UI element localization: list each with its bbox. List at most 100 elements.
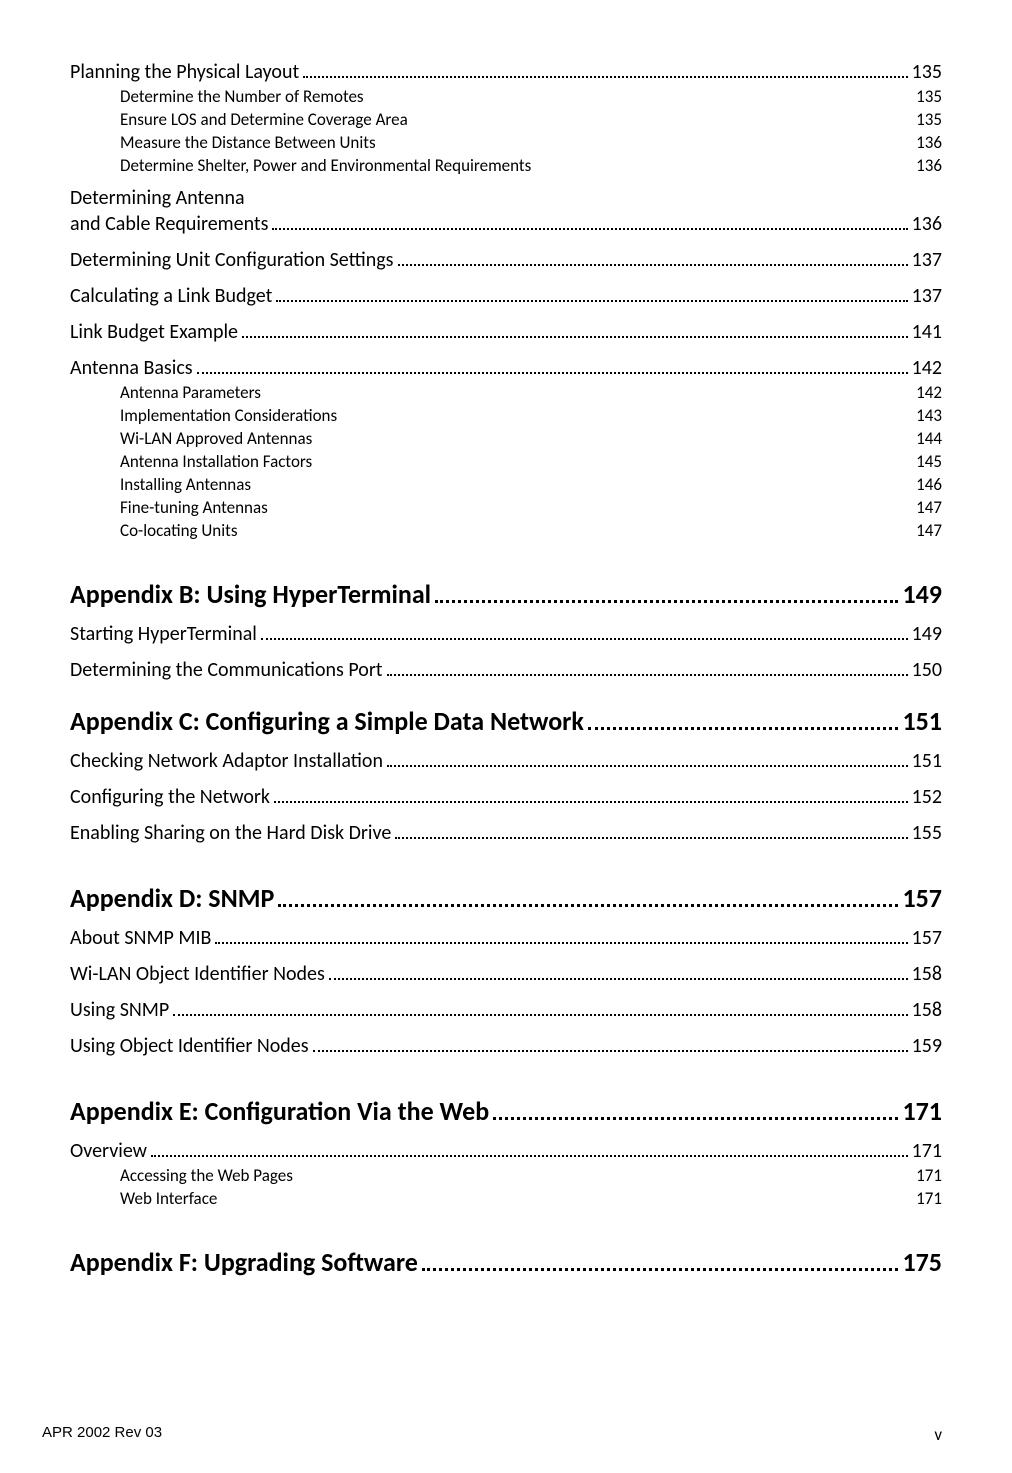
toc-leader bbox=[313, 1032, 908, 1052]
toc-page-number: 147 bbox=[916, 520, 942, 541]
toc-entry-label: Starting HyperTerminal bbox=[70, 622, 257, 646]
toc-leader bbox=[303, 58, 907, 78]
toc-entry-label: and Cable Requirements bbox=[70, 212, 268, 236]
toc-entry: Wi-LAN Object Identifier Nodes 158 bbox=[70, 960, 942, 986]
toc-page-number: 136 bbox=[916, 132, 942, 153]
toc-page-number: 141 bbox=[912, 320, 942, 344]
toc-page-number: 135 bbox=[916, 86, 942, 107]
toc-page-number: 146 bbox=[916, 474, 942, 495]
toc-page-number: 136 bbox=[916, 155, 942, 176]
toc-entry-label: Overview bbox=[70, 1139, 147, 1163]
toc-page-number: 159 bbox=[912, 1034, 942, 1058]
toc-entry-label: Calculating a Link Budget bbox=[70, 284, 272, 308]
toc-leader bbox=[329, 960, 908, 980]
toc-page-number: 137 bbox=[912, 248, 942, 272]
toc-entry-label: Planning the Physical Layout bbox=[70, 60, 299, 84]
toc-entry: Determine Shelter, Power and Environment… bbox=[70, 155, 942, 176]
toc-leader bbox=[422, 1245, 899, 1271]
toc-page-number: 147 bbox=[916, 497, 942, 518]
toc-entry: Co-locating Units 147 bbox=[70, 520, 942, 541]
toc-heading-label: Appendix B: Using HyperTerminal bbox=[70, 578, 431, 610]
toc-page-number: 171 bbox=[916, 1188, 942, 1209]
toc-heading-label: Appendix C: Configuring a Simple Data Ne… bbox=[70, 705, 584, 737]
toc-entry-label: Ensure LOS and Determine Coverage Area bbox=[120, 109, 408, 130]
toc-entry-label: Using SNMP bbox=[70, 998, 169, 1022]
toc-page-number: 157 bbox=[912, 926, 942, 950]
toc-page-number: 171 bbox=[902, 1095, 942, 1127]
toc-entry-label: Wi-LAN Approved Antennas bbox=[120, 428, 312, 449]
toc-page-number: 143 bbox=[916, 405, 942, 426]
toc-entry: Using Object Identifier Nodes 159 bbox=[70, 1032, 942, 1058]
toc-entry-label: Enabling Sharing on the Hard Disk Drive bbox=[70, 821, 391, 845]
toc-page-number: 144 bbox=[916, 428, 942, 449]
toc-leader bbox=[395, 819, 907, 839]
toc-page-number: 157 bbox=[902, 882, 942, 914]
toc-entry-label: Installing Antennas bbox=[120, 474, 251, 495]
toc-entry: Enabling Sharing on the Hard Disk Drive … bbox=[70, 819, 942, 845]
toc-entry: Installing Antennas 146 bbox=[70, 474, 942, 495]
toc-entry-label: Determine Shelter, Power and Environment… bbox=[120, 155, 531, 176]
toc-entry: Accessing the Web Pages 171 bbox=[70, 1165, 942, 1186]
toc-entry: Planning the Physical Layout 135 bbox=[70, 58, 942, 84]
footer-right: v bbox=[934, 1424, 942, 1445]
toc-page-number: 150 bbox=[912, 658, 942, 682]
toc-entry-label: Checking Network Adaptor Installation bbox=[70, 749, 383, 773]
footer-left: APR 2002 Rev 03 bbox=[42, 1424, 162, 1445]
toc-page-number: 155 bbox=[912, 821, 942, 845]
toc-heading-label: Appendix F: Upgrading Software bbox=[70, 1246, 418, 1278]
toc-entry-label: Using Object Identifier Nodes bbox=[70, 1034, 309, 1058]
toc-page-number: 135 bbox=[912, 60, 942, 84]
toc-entry: Determining the Communications Port 150 bbox=[70, 656, 942, 682]
toc-entry: Overview 171 bbox=[70, 1137, 942, 1163]
toc-entry: Ensure LOS and Determine Coverage Area 1… bbox=[70, 109, 942, 130]
toc-leader bbox=[151, 1137, 908, 1157]
toc-leader bbox=[435, 577, 898, 603]
toc-entry-label: Antenna Installation Factors bbox=[120, 451, 312, 472]
toc-leader bbox=[272, 210, 907, 230]
toc-page-number: 151 bbox=[902, 705, 942, 737]
toc-leader bbox=[493, 1094, 898, 1120]
toc-leader bbox=[242, 318, 908, 338]
toc-heading: Appendix B: Using HyperTerminal 149 bbox=[70, 577, 942, 610]
toc-entry: Implementation Considerations 143 bbox=[70, 405, 942, 426]
page-footer: APR 2002 Rev 03 v bbox=[0, 1424, 1012, 1445]
toc-page-number: 171 bbox=[916, 1165, 942, 1186]
toc-page-number: 149 bbox=[902, 578, 942, 610]
toc-page-number: 152 bbox=[912, 785, 942, 809]
toc-entry: Determine the Number of Remotes 135 bbox=[70, 86, 942, 107]
table-of-contents: Planning the Physical Layout 135Determin… bbox=[70, 58, 942, 1278]
toc-entry: Checking Network Adaptor Installation 15… bbox=[70, 747, 942, 773]
toc-page-number: 171 bbox=[912, 1139, 942, 1163]
toc-entry-label: Determining the Communications Port bbox=[70, 658, 383, 682]
toc-leader bbox=[278, 881, 898, 907]
toc-entry: Link Budget Example 141 bbox=[70, 318, 942, 344]
toc-entry-label: Determining Unit Configuration Settings bbox=[70, 248, 394, 272]
toc-entry-label: Determine the Number of Remotes bbox=[120, 86, 364, 107]
toc-page-number: 149 bbox=[912, 622, 942, 646]
toc-entry-label: Accessing the Web Pages bbox=[120, 1165, 293, 1186]
toc-entry: Antenna Installation Factors 145 bbox=[70, 451, 942, 472]
toc-leader bbox=[398, 246, 908, 266]
toc-entry: Using SNMP 158 bbox=[70, 996, 942, 1022]
toc-heading: Appendix F: Upgrading Software 175 bbox=[70, 1245, 942, 1278]
toc-entry-label: Antenna Basics bbox=[70, 356, 193, 380]
toc-heading: Appendix E: Configuration Via the Web 17… bbox=[70, 1094, 942, 1127]
toc-page-number: 151 bbox=[912, 749, 942, 773]
toc-entry-label: Web Interface bbox=[120, 1188, 217, 1209]
toc-leader bbox=[274, 783, 908, 803]
toc-entry: Measure the Distance Between Units 136 bbox=[70, 132, 942, 153]
toc-heading: Appendix D: SNMP 157 bbox=[70, 881, 942, 914]
toc-entry-label: Implementation Considerations bbox=[120, 405, 337, 426]
toc-page-number: 158 bbox=[912, 962, 942, 986]
toc-heading-label: Appendix E: Configuration Via the Web bbox=[70, 1095, 489, 1127]
toc-leader bbox=[387, 656, 908, 676]
toc-leader bbox=[588, 704, 899, 730]
toc-page-number: 136 bbox=[912, 212, 942, 236]
toc-heading: Appendix C: Configuring a Simple Data Ne… bbox=[70, 704, 942, 737]
toc-entry: Calculating a Link Budget 137 bbox=[70, 282, 942, 308]
toc-entry: About SNMP MIB 157 bbox=[70, 924, 942, 950]
toc-leader bbox=[215, 924, 907, 944]
toc-entry: Starting HyperTerminal 149 bbox=[70, 620, 942, 646]
toc-heading-label: Appendix D: SNMP bbox=[70, 882, 274, 914]
toc-entry: and Cable Requirements 136 bbox=[70, 210, 942, 236]
